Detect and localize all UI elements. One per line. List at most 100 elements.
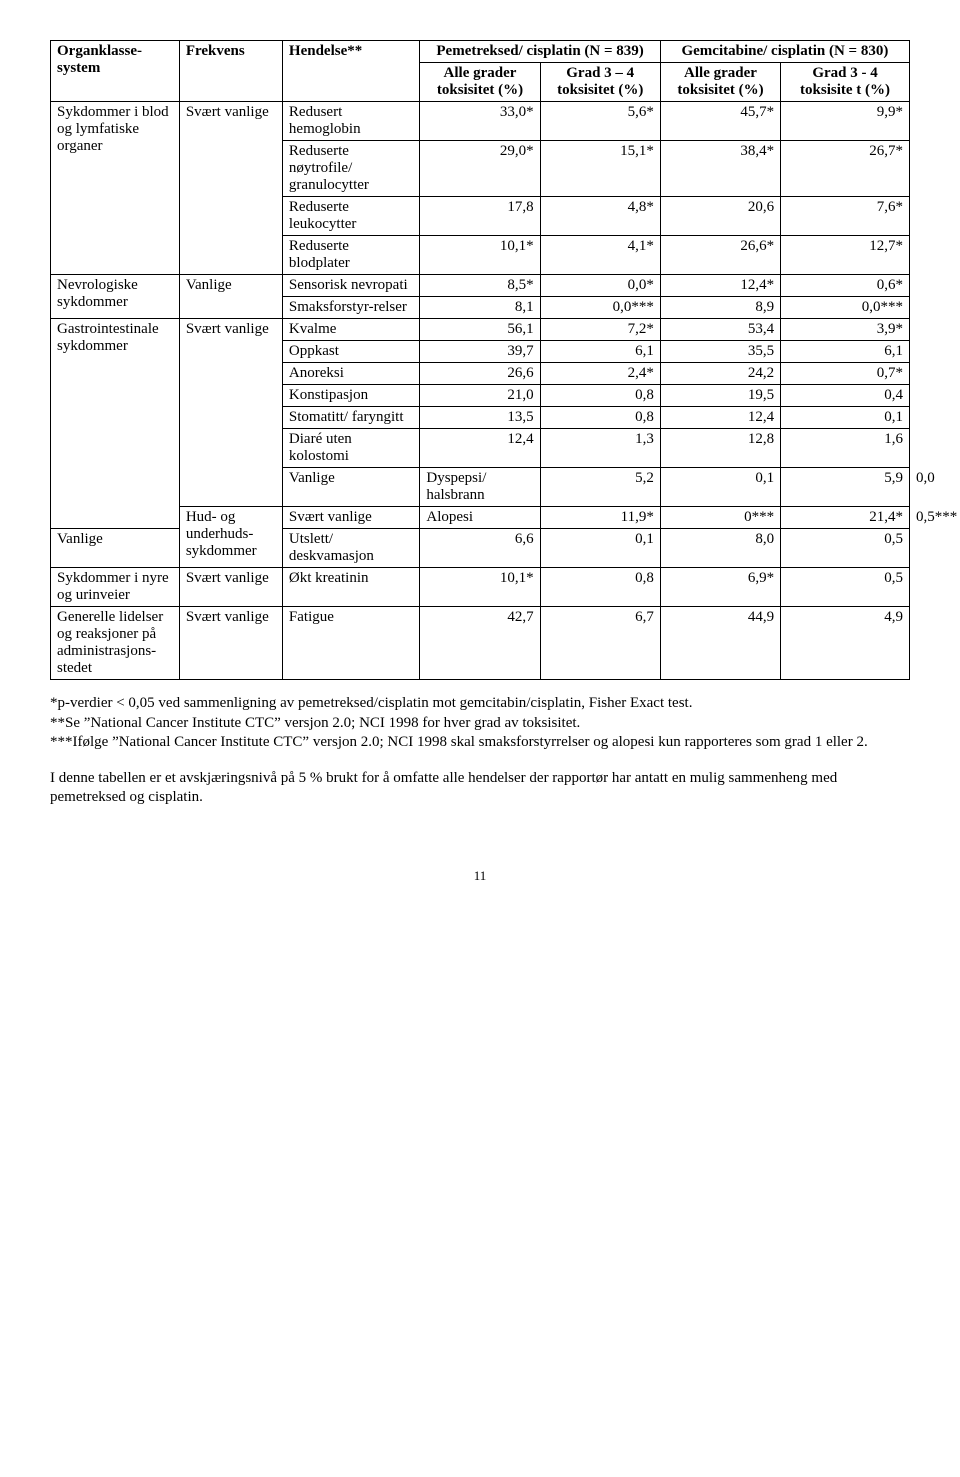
col-subheader-g2b: Grad 3 - 4 toksisite t (%) bbox=[781, 63, 910, 102]
cell-system: Generelle lidelser og reaksjoner på admi… bbox=[51, 607, 180, 680]
cell-event: Dyspepsi/ halsbrann bbox=[420, 468, 540, 507]
cell-value: 6,7 bbox=[540, 607, 660, 680]
table-row: Gastrointestinale sykdommerSvært vanlige… bbox=[51, 319, 910, 341]
cell-frequency: Vanlige bbox=[179, 275, 282, 319]
cell-value: 7,6* bbox=[781, 197, 910, 236]
table-row: Nevrologiske sykdommerVanligeSensorisk n… bbox=[51, 275, 910, 297]
cell-value: 5,6* bbox=[540, 102, 660, 141]
cell-value: 4,1* bbox=[540, 236, 660, 275]
cell-frequency: Svært vanlige bbox=[179, 568, 282, 607]
cell-value: 56,1 bbox=[420, 319, 540, 341]
cell-value: 9,9* bbox=[781, 102, 910, 141]
cell-value: 53,4 bbox=[660, 319, 780, 341]
cell-value: 10,1* bbox=[420, 236, 540, 275]
cell-value: 1,6 bbox=[781, 429, 910, 468]
table-row: Hud- og underhuds-sykdommerSvært vanlige… bbox=[51, 507, 910, 529]
cell-value: 12,4 bbox=[420, 429, 540, 468]
cell-value: 45,7* bbox=[660, 102, 780, 141]
cell-event: Reduserte leukocytter bbox=[282, 197, 419, 236]
body-paragraph: I denne tabellen er et avskjæringsnivå p… bbox=[50, 769, 910, 808]
cell-event: Økt kreatinin bbox=[282, 568, 419, 607]
col-subheader-g2a: Alle grader toksisitet (%) bbox=[660, 63, 780, 102]
cell-event: Sensorisk nevropati bbox=[282, 275, 419, 297]
cell-value: 10,1* bbox=[420, 568, 540, 607]
col-subheader-g1a: Alle grader toksisitet (%) bbox=[420, 63, 540, 102]
cell-value: 0,8 bbox=[540, 385, 660, 407]
cell-value: 0,8 bbox=[540, 407, 660, 429]
col-subheader-g1b: Grad 3 – 4 toksisitet (%) bbox=[540, 63, 660, 102]
adverse-events-table: Organklasse-system Frekvens Hendelse** P… bbox=[50, 40, 910, 680]
cell-value: 0,1 bbox=[540, 529, 660, 568]
cell-value: 19,5 bbox=[660, 385, 780, 407]
col-header-event: Hendelse** bbox=[282, 41, 419, 102]
cell-value: 12,4 bbox=[660, 407, 780, 429]
cell-event: Redusert hemoglobin bbox=[282, 102, 419, 141]
cell-event: Anoreksi bbox=[282, 363, 419, 385]
cell-event: Reduserte nøytrofile/ granulocytter bbox=[282, 141, 419, 197]
cell-value: 4,9 bbox=[781, 607, 910, 680]
table-row: Sykdommer i blod og lymfatiske organerSv… bbox=[51, 102, 910, 141]
cell-event: Oppkast bbox=[282, 341, 419, 363]
cell-value: 15,1* bbox=[540, 141, 660, 197]
cell-frequency: Vanlige bbox=[51, 529, 180, 568]
cell-value: 4,8* bbox=[540, 197, 660, 236]
col-header-system: Organklasse-system bbox=[51, 41, 180, 102]
cell-value: 17,8 bbox=[420, 197, 540, 236]
cell-value: 0,8 bbox=[540, 568, 660, 607]
cell-event: Smaksforstyr-relser bbox=[282, 297, 419, 319]
cell-value: 21,0 bbox=[420, 385, 540, 407]
cell-value: 12,4* bbox=[660, 275, 780, 297]
cell-value: 0,6* bbox=[781, 275, 910, 297]
cell-value: 12,7* bbox=[781, 236, 910, 275]
cell-event: Utslett/ deskvamasjon bbox=[282, 529, 419, 568]
cell-value: 29,0* bbox=[420, 141, 540, 197]
cell-system: Hud- og underhuds-sykdommer bbox=[179, 507, 282, 568]
cell-value: 0,0*** bbox=[540, 297, 660, 319]
footnote-line: ***Ifølge ”National Cancer Institute CTC… bbox=[50, 733, 910, 753]
cell-value: 8,9 bbox=[660, 297, 780, 319]
cell-frequency: Svært vanlige bbox=[179, 319, 282, 507]
cell-event: Diaré uten kolostomi bbox=[282, 429, 419, 468]
cell-frequency: Svært vanlige bbox=[179, 102, 282, 275]
cell-value: 0,0* bbox=[540, 275, 660, 297]
cell-value: 26,6 bbox=[420, 363, 540, 385]
cell-frequency: Svært vanlige bbox=[282, 507, 419, 529]
cell-value: 6,1 bbox=[781, 341, 910, 363]
cell-value: 5,9 bbox=[781, 468, 910, 507]
cell-value: 8,0 bbox=[660, 529, 780, 568]
col-header-frequency: Frekvens bbox=[179, 41, 282, 102]
table-row: Generelle lidelser og reaksjoner på admi… bbox=[51, 607, 910, 680]
col-header-group1: Pemetreksed/ cisplatin (N = 839) bbox=[420, 41, 661, 63]
cell-value: 20,6 bbox=[660, 197, 780, 236]
footnote-line: **Se ”National Cancer Institute CTC” ver… bbox=[50, 714, 910, 734]
col-header-group2: Gemcitabine/ cisplatin (N = 830) bbox=[660, 41, 909, 63]
cell-event: Reduserte blodplater bbox=[282, 236, 419, 275]
cell-value: 35,5 bbox=[660, 341, 780, 363]
cell-value: 44,9 bbox=[660, 607, 780, 680]
cell-value: 0,4 bbox=[781, 385, 910, 407]
cell-value: 2,4* bbox=[540, 363, 660, 385]
cell-value: 8,5* bbox=[420, 275, 540, 297]
cell-value: 0,5 bbox=[781, 529, 910, 568]
cell-frequency: Svært vanlige bbox=[179, 607, 282, 680]
cell-value: 6,1 bbox=[540, 341, 660, 363]
cell-value: 24,2 bbox=[660, 363, 780, 385]
cell-value: 0*** bbox=[660, 507, 780, 529]
cell-frequency: Vanlige bbox=[282, 468, 419, 507]
cell-event: Alopesi bbox=[420, 507, 540, 529]
cell-system: Gastrointestinale sykdommer bbox=[51, 319, 180, 529]
page-number: 11 bbox=[50, 868, 910, 884]
cell-event: Fatigue bbox=[282, 607, 419, 680]
cell-value: 1,3 bbox=[540, 429, 660, 468]
cell-value: 33,0* bbox=[420, 102, 540, 141]
cell-system: Nevrologiske sykdommer bbox=[51, 275, 180, 319]
cell-value: 5,2 bbox=[540, 468, 660, 507]
cell-value: 0,0*** bbox=[781, 297, 910, 319]
cell-value: 0,1 bbox=[660, 468, 780, 507]
cell-value: 11,9* bbox=[540, 507, 660, 529]
cell-value: 6,9* bbox=[660, 568, 780, 607]
cell-value: 38,4* bbox=[660, 141, 780, 197]
cell-value: 39,7 bbox=[420, 341, 540, 363]
footnotes: *p-verdier < 0,05 ved sammenligning av p… bbox=[50, 694, 910, 753]
footnote-line: *p-verdier < 0,05 ved sammenligning av p… bbox=[50, 694, 910, 714]
